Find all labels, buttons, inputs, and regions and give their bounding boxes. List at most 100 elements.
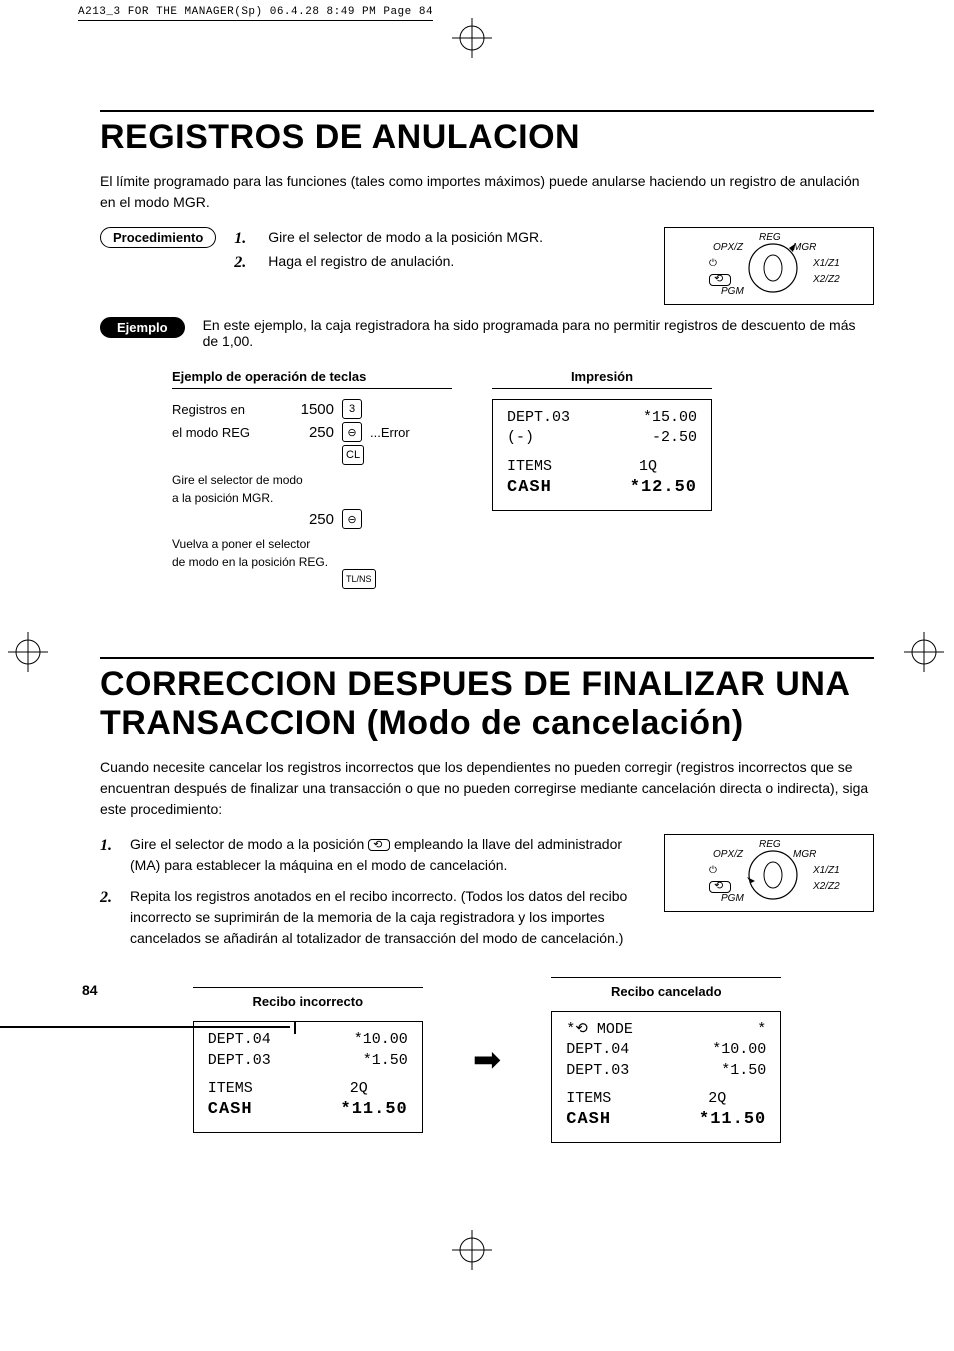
r-amt: -2.50 — [652, 428, 697, 448]
key-operations: Ejemplo de operación de teclas Registros… — [172, 369, 452, 592]
r-amt: *10.00 — [712, 1040, 766, 1060]
rule — [100, 657, 874, 659]
r-items: ITEMS — [208, 1079, 253, 1099]
r-dept: DEPT.03 — [208, 1051, 271, 1071]
note-back-1: Vuelva a poner el selector — [172, 537, 452, 551]
r-items: ITEMS — [507, 457, 552, 477]
note-turn-2: a la posición MGR. — [172, 491, 452, 505]
r-amt: *10.00 — [354, 1030, 408, 1050]
example-pill: Ejemplo — [100, 317, 185, 338]
arrow-icon: ➡ — [473, 1040, 502, 1080]
section2-intro: Cuando necesite cancelar los registros i… — [100, 757, 874, 820]
cancel-receipt: *⟲ MODE * DEPT.04 *10.00 DEPT.03 *1.50 ITEM… — [551, 1011, 781, 1143]
r-cash: CASH — [566, 1109, 611, 1132]
dial-x1z1: X1/Z1 — [813, 258, 840, 269]
section2-steps: 1. Gire el selector de modo a la posició… — [100, 834, 874, 959]
step-text: Repita los registros anotados en el reci… — [130, 886, 634, 949]
r-cash: CASH — [507, 477, 552, 500]
val-250b: 250 — [290, 511, 334, 528]
step-text: Gire el selector de modo a la posición M… — [268, 227, 543, 251]
r-amt: *1.50 — [363, 1051, 408, 1071]
r-mode: *⟲ MODE — [566, 1020, 633, 1040]
receipts-comparison: Recibo incorrecto DEPT.04*10.00 DEPT.03*… — [100, 977, 874, 1143]
r-qty: 2Q — [350, 1079, 408, 1099]
reg-label-2: el modo REG — [172, 425, 282, 440]
footer-rule — [0, 1026, 290, 1028]
r-total: *11.50 — [341, 1099, 408, 1122]
r-dept: DEPT.03 — [566, 1061, 629, 1081]
dial-pgm: PGM — [721, 893, 744, 904]
step1-text-a: Gire el selector de modo a la posición — [130, 836, 368, 852]
key-3: 3 — [342, 399, 362, 419]
r-total: *12.50 — [630, 477, 697, 500]
val-1500: 1500 — [290, 401, 334, 418]
r-cash: CASH — [208, 1099, 253, 1122]
example-row: Ejemplo En este ejemplo, la caja registr… — [100, 317, 874, 349]
step-number: 1. — [234, 227, 252, 251]
r-dept: DEPT.04 — [208, 1030, 271, 1050]
note-back-2: de modo en la posición REG. — [172, 555, 328, 569]
print-column: Impresión DEPT.03*15.00 (-)-2.50 ITEMS1Q… — [492, 369, 712, 511]
dial-x2z2: X2/Z2 — [813, 881, 840, 892]
key-cl: CL — [342, 445, 364, 465]
key-header: Ejemplo de operación de teclas — [172, 369, 452, 389]
key-minus: ⊖ — [342, 422, 362, 442]
cancel-receipt-col: Recibo cancelado *⟲ MODE * DEPT.04 *10.00 … — [551, 977, 781, 1143]
r-amt: *1.50 — [721, 1061, 766, 1081]
dial-power-icon: ⏻ — [709, 865, 717, 876]
crop-header: A213_3 FOR THE MANAGER(Sp) 06.4.28 8:49 … — [78, 6, 433, 21]
crop-mark — [452, 1230, 492, 1270]
r-qty: 1Q — [639, 457, 697, 477]
section1-title: REGISTROS DE ANULACION — [100, 118, 874, 157]
step-text: Haga el registro de anulación. — [268, 251, 454, 275]
wrong-header: Recibo incorrecto — [193, 987, 423, 1011]
section1-intro: El límite programado para las funciones … — [100, 171, 874, 213]
dial-opxz: OPX/Z — [713, 849, 743, 860]
r-total: *11.50 — [699, 1109, 766, 1132]
dial-pgm: PGM — [721, 286, 744, 297]
step-number: 1. — [100, 834, 120, 876]
val-250a: 250 — [290, 424, 334, 441]
step-text: Gire el selector de modo a la posición e… — [130, 834, 634, 876]
dial-cancel-icon — [709, 881, 731, 893]
rule — [100, 110, 874, 112]
page-content: REGISTROS DE ANULACION El límite program… — [0, 0, 954, 1183]
cancel-header: Recibo cancelado — [551, 977, 781, 1001]
r-items: ITEMS — [566, 1089, 611, 1109]
note-turn-1: Gire el selector de modo — [172, 473, 452, 487]
dial-opxz: OPX/Z — [713, 242, 743, 253]
procedure-steps: 1. Gire el selector de modo a la posició… — [234, 227, 646, 275]
crop-mark — [452, 18, 492, 58]
r-qty: 2Q — [708, 1089, 766, 1109]
key-example: Ejemplo de operación de teclas Registros… — [172, 369, 874, 592]
r-dept: DEPT.04 — [566, 1040, 629, 1060]
mode-dial-diagram: REG OPX/Z MGR ⏻ X1/Z1 X2/Z2 PGM — [664, 227, 874, 305]
crop-mark — [8, 632, 48, 672]
dial-x1z1: X1/Z1 — [813, 865, 840, 876]
r-amt: *15.00 — [643, 408, 697, 428]
error-text: ...Error — [370, 425, 410, 440]
example-text-content: En este ejemplo, la caja registradora ha… — [203, 317, 856, 349]
procedure-pill: Procedimiento — [100, 227, 216, 248]
page-number: 84 — [82, 982, 98, 998]
dial-power-icon: ⏻ — [709, 258, 717, 269]
key-minus-2: ⊖ — [342, 509, 362, 529]
wrong-receipt-col: Recibo incorrecto DEPT.04 *10.00 DEPT.03 *… — [193, 987, 423, 1133]
r-star: * — [757, 1020, 766, 1040]
receipt-print: DEPT.03 *15.00 (-) -2.50 ITEMS 1Q CASH *12.5… — [492, 399, 712, 511]
section2-title: CORRECCION DESPUES DE FINALIZAR UNA TRAN… — [100, 665, 874, 743]
key-tlns: TL/NS — [342, 569, 376, 589]
r-dept: DEPT.03 — [507, 408, 570, 428]
r-minus: (-) — [507, 428, 534, 448]
mode-dial-diagram-2: REG OPX/Z MGR ⏻ X1/Z1 X2/Z2 PGM — [664, 834, 874, 912]
reg-label-1: Registros en — [172, 402, 282, 417]
cancel-mode-icon — [368, 839, 390, 851]
dial-x2z2: X2/Z2 — [813, 274, 840, 285]
step-number: 2. — [234, 251, 252, 275]
dial-cancel-icon — [709, 274, 731, 286]
wrong-receipt: DEPT.04 *10.00 DEPT.03 *1.50 ITEMS 2Q CASH *… — [193, 1021, 423, 1133]
crop-mark — [904, 632, 944, 672]
step-number: 2. — [100, 886, 120, 949]
procedure-row: Procedimiento 1. Gire el selector de mod… — [100, 227, 874, 305]
example-text: En este ejemplo, la caja registradora ha… — [203, 317, 874, 349]
